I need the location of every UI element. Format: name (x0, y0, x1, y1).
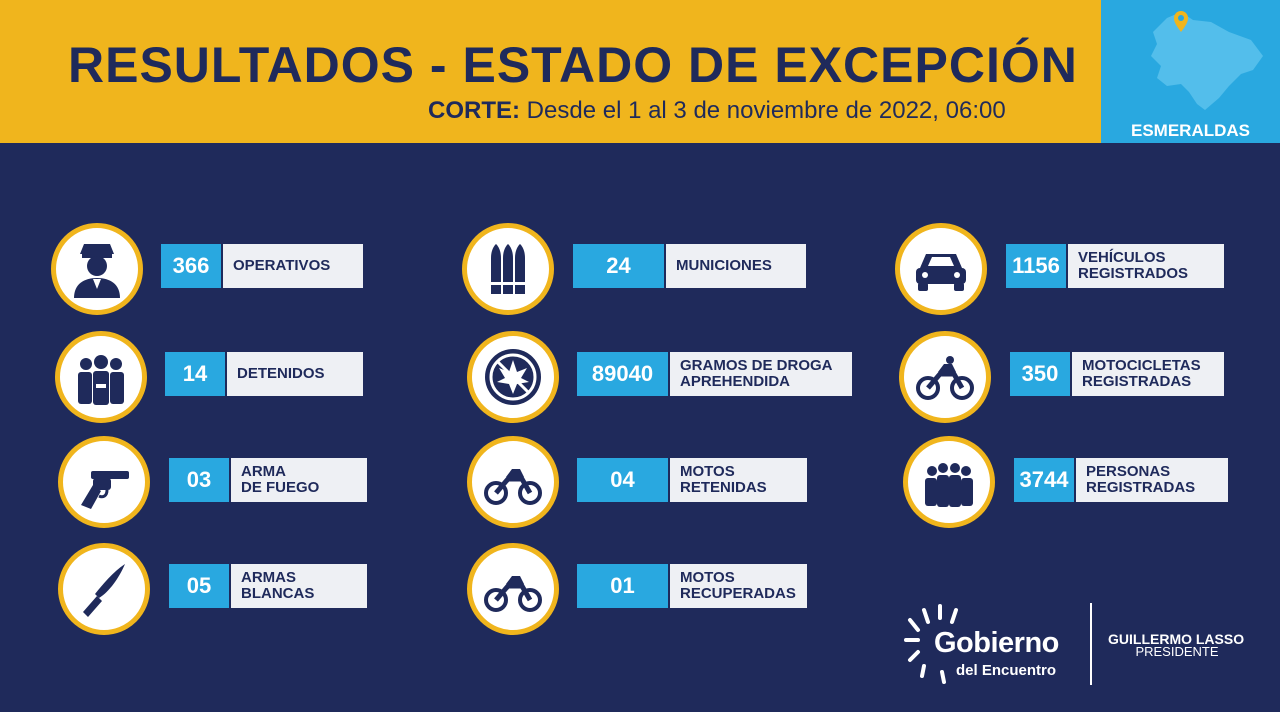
logo-title: Gobierno (934, 627, 1059, 659)
stat-vehiculos: 1156 VEHÍCULOS REGISTRADOS (1006, 244, 1224, 288)
stat-value: 04 (577, 458, 670, 502)
no-drugs-icon (467, 331, 559, 423)
crowd-icon (903, 436, 995, 528)
header-banner: RESULTADOS - ESTADO DE EXCEPCIÓN CORTE: … (0, 0, 1101, 143)
stat-gramos-droga: 89040 GRAMOS DE DROGA APREHENDIDA (577, 352, 852, 396)
stat-value: 03 (169, 458, 231, 502)
stat-label: MUNICIONES (666, 244, 806, 288)
stat-value: 01 (577, 564, 670, 608)
bullets-icon (462, 223, 554, 315)
stat-label: ARMAS BLANCAS (231, 564, 367, 608)
page-title: RESULTADOS - ESTADO DE EXCEPCIÓN (68, 37, 1078, 93)
stat-value: 89040 (577, 352, 670, 396)
province-label: ESMERALDAS (1130, 121, 1250, 140)
stat-personas: 3744 PERSONAS REGISTRADAS (1014, 458, 1228, 502)
footer-divider (1090, 603, 1092, 685)
province-map: ESMERALDAS (1101, 0, 1280, 143)
government-logo-icon (904, 604, 958, 684)
stat-municiones: 24 MUNICIONES (573, 244, 806, 288)
knife-icon (58, 543, 150, 635)
stat-label: ARMA DE FUEGO (231, 458, 367, 502)
stat-value: 3744 (1014, 458, 1076, 502)
detainees-icon (55, 331, 147, 423)
stat-value: 1156 (1006, 244, 1068, 288)
stat-detenidos: 14 DETENIDOS (165, 352, 363, 396)
president-name: GUILLERMO LASSO (1108, 631, 1245, 647)
stat-motos-retenidas: 04 MOTOS RETENIDAS (577, 458, 807, 502)
stat-label: DETENIDOS (227, 352, 363, 396)
stat-label: MOTOS RETENIDAS (670, 458, 807, 502)
motorcycle-icon (467, 543, 559, 635)
stat-motos-recuperadas: 01 MOTOS RECUPERADAS (577, 564, 807, 608)
stat-value: 350 (1010, 352, 1072, 396)
motorcycle-icon (899, 331, 991, 423)
stat-value: 05 (169, 564, 231, 608)
map-pin-icon (1174, 11, 1188, 32)
corte-text: Desde el 1 al 3 de noviembre de 2022, 06… (526, 97, 1006, 124)
stat-label: PERSONAS REGISTRADAS (1076, 458, 1228, 502)
corte-label: CORTE: (428, 97, 520, 124)
president-role: PRESIDENTE (1135, 644, 1219, 659)
police-officer-icon (51, 223, 143, 315)
motorcycle-icon (467, 436, 559, 528)
stat-label: MOTOS RECUPERADAS (670, 564, 807, 608)
stat-label: VEHÍCULOS REGISTRADOS (1068, 244, 1224, 288)
stat-label: MOTOCICLETAS REGISTRADAS (1072, 352, 1224, 396)
stat-value: 366 (161, 244, 223, 288)
stat-label: GRAMOS DE DROGA APREHENDIDA (670, 352, 852, 396)
cut-off-date: CORTE: Desde el 1 al 3 de noviembre de 2… (428, 97, 1006, 125)
stat-armas-blancas: 05 ARMAS BLANCAS (169, 564, 367, 608)
stat-motocicletas: 350 MOTOCICLETAS REGISTRADAS (1010, 352, 1224, 396)
stat-value: 14 (165, 352, 227, 396)
stat-label: OPERATIVOS (223, 244, 363, 288)
stat-value: 24 (573, 244, 666, 288)
logo-subtitle: del Encuentro (956, 662, 1057, 679)
car-icon (895, 223, 987, 315)
ecuador-map-icon (1151, 11, 1263, 110)
stat-arma-de-fuego: 03 ARMA DE FUEGO (169, 458, 367, 502)
stat-operativos: 366 OPERATIVOS (161, 244, 363, 288)
revolver-icon (58, 436, 150, 528)
